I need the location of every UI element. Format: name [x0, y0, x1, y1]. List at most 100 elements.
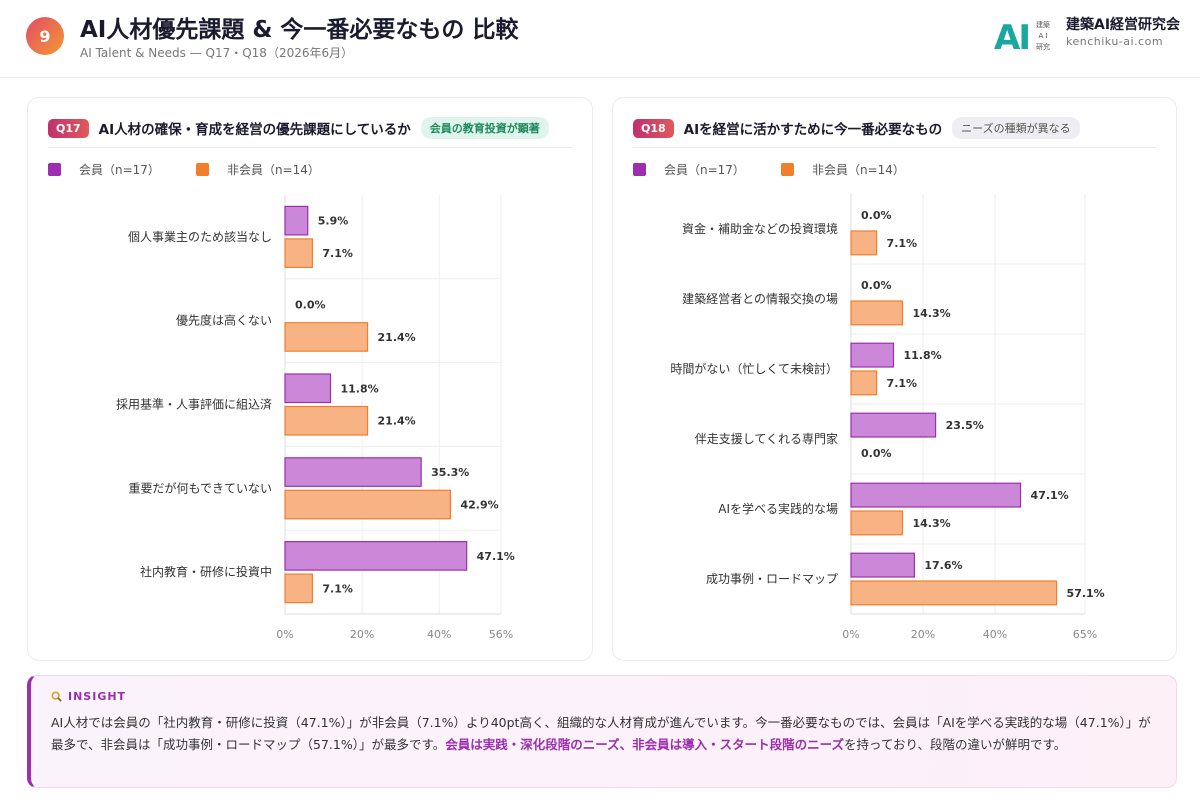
- highlight-pill: ニーズの種類が異なる: [952, 117, 1080, 139]
- chart-legend: 会員（n=17） 非会員（n=14）: [633, 161, 941, 178]
- x-tick-label: 0%: [276, 628, 293, 641]
- x-tick-label: 20%: [350, 628, 374, 641]
- data-label: 17.6%: [924, 559, 962, 572]
- category-label: 社内教育・研修に投資中: [140, 564, 272, 579]
- data-label: 21.4%: [378, 331, 416, 344]
- bar-member: [850, 482, 1022, 508]
- data-label: 7.1%: [887, 377, 918, 390]
- data-label: 11.8%: [341, 382, 379, 395]
- highlight-pill: 会員の教育投資が顕著: [420, 117, 549, 139]
- x-tick-label: 40%: [983, 628, 1007, 641]
- bar-nonmember: [850, 580, 1058, 606]
- legend-swatch-member: [633, 163, 646, 176]
- data-label: 7.1%: [322, 582, 353, 595]
- bar-member: [284, 373, 332, 404]
- logo-small-text: 建築 A I 研究: [1036, 21, 1050, 51]
- bar-chart-q17: 0% 20% 40% 56% 個人事業主のため該当なし 5.9% 7.1% 優先度は高くない 0…: [116, 195, 515, 641]
- x-tick-label: 56%: [489, 628, 513, 641]
- category-label: 伴走支援してくれる専門家: [695, 431, 838, 446]
- question-tag: Q17: [48, 118, 89, 138]
- data-label: 23.5%: [946, 419, 984, 432]
- bar-nonmember: [850, 370, 878, 396]
- insight-box: INSIGHT AI人材では会員の「社内教育・研修に投資（47.1%）」が非会員…: [27, 675, 1177, 788]
- bar-nonmember: [850, 300, 904, 326]
- chart-panel-q18: Q18 AIを経営に活かすために今一番必要なもの ニーズの種類が異なる 会員（n…: [612, 97, 1177, 661]
- legend-item-nonmember: 非会員（n=14）: [195, 161, 320, 178]
- category-label: 建築経営者との情報交換の場: [682, 291, 838, 306]
- legend-item-nonmember: 非会員（n=14）: [780, 161, 905, 178]
- category-label: 成功事例・ロードマップ: [706, 572, 838, 586]
- x-tick-label: 40%: [427, 628, 451, 641]
- bar-nonmember: [284, 322, 369, 352]
- data-label: 0.0%: [295, 298, 326, 311]
- chart-legend: 会員（n=17） 非会員（n=14）: [48, 161, 356, 178]
- legend-label-member: 会員（n=17）: [79, 163, 160, 177]
- search-icon: [51, 691, 62, 702]
- legend-label-nonmember: 非会員（n=14）: [226, 163, 320, 177]
- legend-swatch-member: [48, 163, 61, 176]
- insight-text-part-1: AI人材では会員の「社内教育・研修に投資（47.1%）」が非会員（7.1%）より…: [51, 715, 1151, 752]
- category-label: 重要だが何もできていない: [128, 480, 272, 495]
- x-tick-label: 65%: [1073, 628, 1097, 641]
- bar-member: [284, 541, 468, 571]
- panel-title: AI人材の確保・育成を経営の優先課題にしているか: [98, 122, 411, 138]
- data-label: 0.0%: [861, 447, 892, 460]
- bar-member: [284, 457, 422, 487]
- bar-nonmember: [850, 230, 878, 256]
- legend-swatch-nonmember: [195, 163, 209, 176]
- insight-label-text: INSIGHT: [68, 690, 127, 703]
- panel-header: Q18 AIを経営に活かすために今一番必要なもの ニーズの種類が異なる: [633, 116, 1080, 140]
- bar-member: [850, 342, 895, 368]
- slide-number-badge: 9: [26, 17, 64, 55]
- bar-member: [284, 205, 309, 236]
- legend-label-member: 会員（n=17）: [664, 163, 745, 177]
- data-label: 35.3%: [431, 466, 469, 479]
- bar-member: [850, 552, 915, 578]
- category-label: 優先度は高くない: [176, 313, 272, 328]
- data-label: 0.0%: [861, 279, 892, 292]
- legend-item-member: 会員（n=17）: [48, 161, 160, 178]
- data-label: 47.1%: [1031, 489, 1069, 502]
- data-label: 11.8%: [903, 349, 941, 362]
- divider: [633, 147, 1156, 148]
- x-tick-label: 20%: [911, 628, 935, 641]
- logo-ai-text: AI: [994, 18, 1031, 58]
- category-label: 採用基準・人事評価に組込済: [116, 397, 272, 412]
- org-name: 建築AI経営研究会: [1066, 17, 1181, 33]
- chart-panel-q17: Q17 AI人材の確保・育成を経営の優先課題にしているか 会員の教育投資が顕著 …: [27, 97, 593, 661]
- legend-label-nonmember: 非会員（n=14）: [811, 163, 905, 177]
- bar-member: [850, 412, 937, 438]
- bar-nonmember: [850, 510, 904, 536]
- bar-nonmember: [284, 238, 313, 268]
- insight-text: AI人材では会員の「社内教育・研修に投資（47.1%）」が非会員（7.1%）より…: [51, 712, 1161, 756]
- insight-text-part-2: を持っており、段階の違いが鮮明です。: [843, 737, 1067, 752]
- data-label: 14.3%: [912, 307, 950, 320]
- question-tag: Q18: [633, 118, 674, 138]
- panel-header: Q17 AI人材の確保・育成を経営の優先課題にしているか 会員の教育投資が顕著: [48, 116, 549, 140]
- data-label: 57.1%: [1067, 587, 1105, 600]
- category-label: AIを学べる実践的な場: [718, 501, 838, 516]
- x-tick-label: 0%: [842, 628, 859, 641]
- data-label: 5.9%: [318, 215, 349, 228]
- panel-title: AIを経営に活かすために今一番必要なもの: [683, 122, 943, 138]
- category-label: 個人事業主のため該当なし: [128, 229, 272, 244]
- bar-nonmember: [284, 573, 313, 604]
- data-label: 14.3%: [912, 517, 950, 530]
- org-logo: AI 建築 A I 研究: [994, 18, 1054, 58]
- insight-highlight: 会員は実践・深化段階のニーズ、非会員は導入・スタート段階のニーズ: [445, 737, 844, 752]
- data-label: 7.1%: [887, 237, 918, 250]
- legend-swatch-nonmember: [780, 163, 794, 176]
- category-label: 資金・補助金などの投資環境: [682, 221, 838, 236]
- bar-nonmember: [284, 405, 369, 436]
- data-label: 47.1%: [477, 550, 515, 563]
- page-header: 9 AI人材優先課題 & 今一番必要なもの 比較 AI Talent & Nee…: [0, 0, 1200, 78]
- page-subtitle: AI Talent & Needs — Q17・Q18（2026年6月）: [80, 46, 354, 60]
- org-url: kenchiku-ai.com: [1066, 35, 1164, 48]
- data-label: 0.0%: [861, 209, 892, 222]
- bar-nonmember: [284, 489, 452, 520]
- bar-chart-q18: 0% 20% 40% 65% 資金・補助金などの投資環境 0.0% 7.1% 建築経営者との情…: [670, 194, 1105, 641]
- page-title: AI人材優先課題 & 今一番必要なもの 比較: [80, 17, 519, 43]
- data-label: 7.1%: [322, 247, 353, 260]
- legend-item-member: 会員（n=17）: [633, 161, 745, 178]
- data-label: 42.9%: [460, 499, 498, 512]
